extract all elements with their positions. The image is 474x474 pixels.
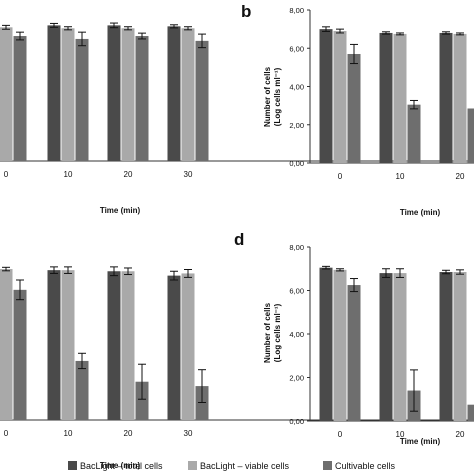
b-bar-viable-10 — [393, 33, 407, 163]
c-x-axis-label: Time (min) — [100, 461, 141, 470]
panel-a-chart: 0 10 20 30 Time (min) — [0, 22, 474, 215]
d-bar-total-20 — [439, 272, 453, 421]
d-bar-viable-0 — [333, 269, 347, 421]
d-x-tick-label: 10 — [396, 430, 405, 439]
b-y-tick-label: 4,00 — [289, 83, 304, 92]
b-bar-cultivable-20 — [467, 108, 474, 163]
panel-c-chart: 0 10 20 30 Time (min) — [0, 266, 474, 470]
legend-label-viable: BacLight – viable cells — [200, 461, 290, 471]
c-bar-cultivable-30 — [195, 386, 209, 420]
c-bar-viable-0 — [0, 269, 13, 420]
d-bar-viable-20 — [453, 272, 467, 421]
a-x-tick-label: 30 — [184, 170, 193, 179]
legend-swatch-viable — [188, 461, 197, 470]
c-x-tick-label: 0 — [4, 429, 9, 438]
c-bar-cultivable-10 — [75, 360, 89, 420]
b-y-axis-label-line1: Number of cells — [263, 66, 272, 127]
panel-letter-d: d — [234, 230, 244, 249]
b-x-tick-label: 10 — [396, 172, 405, 181]
a-bar-total-10 — [47, 25, 61, 161]
b-bar-viable-20 — [453, 33, 467, 163]
c-bar-viable-30 — [181, 273, 195, 420]
d-bar-cultivable-0 — [347, 285, 361, 421]
d-y-tick-label: 4,00 — [289, 330, 304, 339]
b-bar-viable-0 — [333, 31, 347, 163]
c-bar-total-30 — [167, 275, 181, 420]
b-bar-cultivable-0 — [347, 53, 361, 163]
d-y-tick-label: 2,00 — [289, 374, 304, 383]
b-x-axis-label: Time (min) — [400, 208, 441, 217]
a-bar-cultivable-30 — [195, 40, 209, 161]
b-y-tick-label: 2,00 — [289, 121, 304, 130]
panel-letter-b: b — [241, 2, 251, 21]
d-y-tick-label: 6,00 — [289, 287, 304, 296]
legend: BacLight – total cells BacLight – viable… — [68, 461, 396, 471]
b-bar-cultivable-10 — [407, 104, 421, 163]
d-y-axis-label-line1: Number of cells — [263, 302, 272, 363]
a-bar-viable-20 — [121, 28, 135, 161]
legend-swatch-total — [68, 461, 77, 470]
c-x-tick-label: 10 — [64, 429, 73, 438]
panel-b-chart: 0,00 2,00 4,00 6,00 8,00 Number of cells(Log … — [241, 2, 474, 217]
a-x-axis-label: Time (min) — [100, 206, 141, 215]
a-bar-total-30 — [167, 26, 181, 161]
a-bar-cultivable-0 — [13, 36, 27, 161]
a-x-tick-label: 10 — [64, 170, 73, 179]
d-bar-total-0 — [319, 267, 333, 421]
a-x-tick-label: 0 — [4, 170, 9, 179]
a-bar-viable-30 — [181, 28, 195, 161]
d-y-tick-label: 8,00 — [289, 243, 304, 252]
d-y-tick-label: 0,00 — [289, 417, 304, 426]
c-bar-cultivable-0 — [13, 289, 27, 420]
b-y-tick-label: 6,00 — [289, 44, 304, 53]
legend-label-cultivable: Cultivable cells — [335, 461, 396, 471]
c-bar-total-20 — [107, 271, 121, 420]
a-bar-viable-10 — [61, 28, 75, 161]
b-bar-total-0 — [319, 29, 333, 163]
d-bar-cultivable-20 — [467, 404, 474, 421]
a-bar-cultivable-10 — [75, 38, 89, 161]
a-bar-viable-0 — [0, 27, 13, 161]
d-bar-total-10 — [379, 273, 393, 421]
a-bar-total-20 — [107, 25, 121, 161]
b-y-axis-label-line2: (Log cells ml⁻¹) — [273, 67, 282, 126]
d-x-tick-label: 20 — [456, 430, 465, 439]
c-bar-total-10 — [47, 270, 61, 420]
d-x-axis-label: Time (min) — [400, 437, 441, 446]
legend-swatch-cultivable — [323, 461, 332, 470]
c-bar-viable-20 — [121, 271, 135, 420]
b-y-tick-label: 8,00 — [289, 6, 304, 15]
d-bar-viable-10 — [393, 273, 407, 421]
b-bar-total-10 — [379, 32, 393, 164]
a-x-tick-label: 20 — [124, 170, 133, 179]
b-bar-total-20 — [439, 32, 453, 164]
c-bar-viable-10 — [61, 270, 75, 420]
b-y-axis-label: Number of cells(Log cells ml⁻¹) — [263, 66, 282, 127]
panel-d-chart: 0,00 2,00 4,00 6,00 8,00 Number of cells(Log … — [234, 230, 474, 446]
b-y-tick-label: 0,00 — [289, 159, 304, 168]
legend-label-total: BacLight – total cells — [80, 461, 163, 471]
d-y-axis-label-line2: (Log cells ml⁻¹) — [273, 303, 282, 362]
d-y-axis-label: Number of cells(Log cells ml⁻¹) — [263, 302, 282, 363]
b-x-tick-label: 20 — [456, 172, 465, 181]
d-x-tick-label: 0 — [338, 430, 343, 439]
c-x-tick-label: 20 — [124, 429, 133, 438]
a-bar-cultivable-20 — [135, 36, 149, 161]
c-bar-cultivable-20 — [135, 381, 149, 420]
b-x-tick-label: 0 — [338, 172, 343, 181]
c-x-tick-label: 30 — [184, 429, 193, 438]
